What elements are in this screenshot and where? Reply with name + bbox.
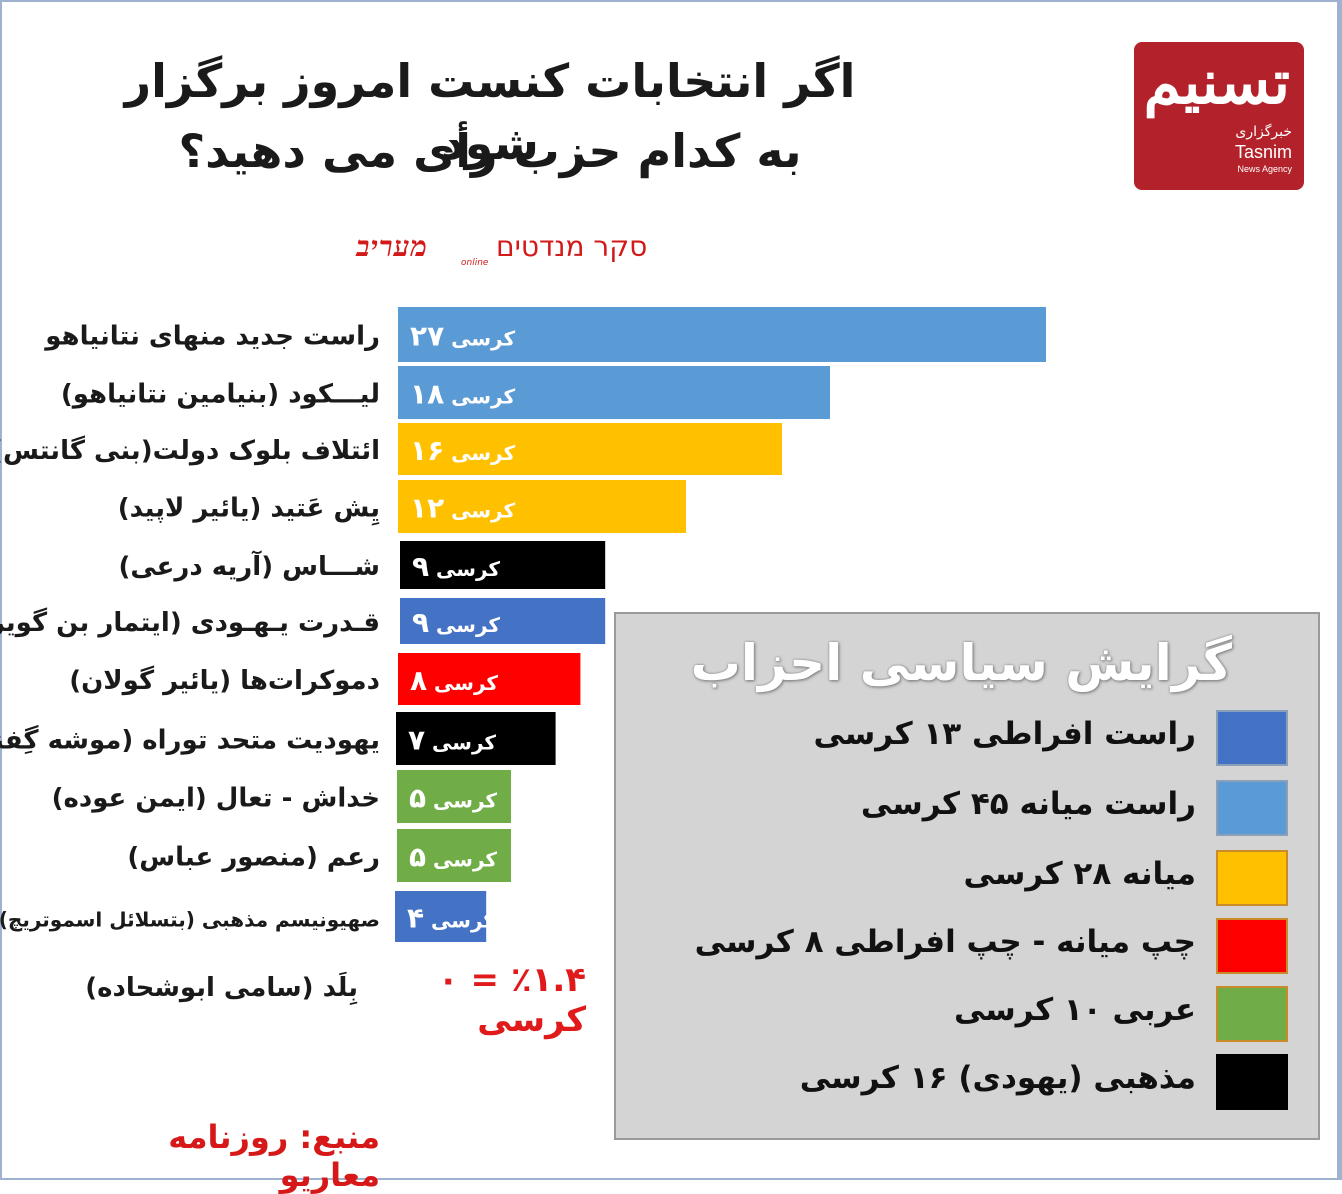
bar-10 — [395, 891, 487, 942]
category-label-9: رعم (منصور عباس) — [127, 843, 380, 873]
legend-label-1: راست میانه ۴۵ کرسی — [860, 786, 1196, 822]
category-label-3: یِش عَتید (یائیر لاپید) — [118, 494, 380, 526]
zero-seat-party-label: بِلَد (سامی ابوشحاده) — [85, 971, 358, 1005]
title-line-1: اگر انتخابات کنست امروز برگزار شود — [124, 54, 856, 170]
legend-swatch-5 — [1216, 1054, 1288, 1110]
legend-item-1: راست میانه ۴۵ کرسی — [728, 780, 1288, 838]
bar-8 — [397, 770, 511, 823]
bar-5 — [400, 598, 606, 644]
legend-title: گرایش سیاسی احزاب — [690, 634, 1232, 692]
bar-0 — [398, 307, 1046, 362]
legend-item-5: مذهبی (یهودی) ۱۶ کرسی — [728, 1054, 1288, 1112]
tasnim-logo-en-sub: News Agency — [1237, 164, 1292, 174]
tasnim-logo-fa: تسنیم — [1143, 48, 1290, 118]
legend-swatch-0 — [1216, 710, 1288, 766]
category-label-10: صهیونیسم مذهبی (بتسلائل اسموتریچ) — [0, 908, 380, 932]
maariv-logo: מעריב — [356, 230, 429, 263]
bar-value-label-3: کرسی ۱۲ — [410, 492, 515, 525]
legend-swatch-2 — [1216, 850, 1288, 906]
bar-value-label-0: کرسی ۲۷ — [410, 320, 515, 353]
bar-value-label-7: کرسی ۷ — [408, 724, 496, 757]
category-label-7: یهودیت متحد توراه (موشه گِفنی) — [0, 725, 380, 756]
legend-swatch-4 — [1216, 986, 1288, 1042]
category-label-2: ائتلاف بلوک دولت(بنی گانتس) — [0, 435, 380, 466]
legend-label-5: مذهبی (یهودی) ۱۶ کرسی — [799, 1060, 1196, 1096]
legend-swatch-1 — [1216, 780, 1288, 836]
tasnim-logo: تسنیم خبرگزاری Tasnim News Agency — [1134, 42, 1304, 190]
category-label-6: دموکرات‌ها (یائیر گولان) — [69, 665, 380, 696]
tasnim-logo-en: Tasnim — [1234, 142, 1292, 162]
source-credit: منبع: روزنامه معاریو — [168, 1118, 380, 1194]
bar-value-label-4: کرسی ۹ — [412, 550, 500, 583]
legend-item-4: عربی ۱۰ کرسی — [728, 986, 1288, 1044]
legend-label-3: چپ میانه - چپ افراطی ۸ کرسی — [694, 924, 1196, 960]
bar-6 — [398, 653, 581, 705]
bar-4 — [400, 541, 606, 589]
title-line-2: به کدام حزب رأی می دهید؟ — [178, 124, 802, 178]
legend-box: گرایش سیاسی احزاب راست افراطی ۱۳ کرسی راس… — [614, 612, 1320, 1140]
bar-value-label-10: کرسی ۴ — [407, 902, 495, 935]
survey-source-logo: סקר מנדטים מעריב online — [356, 228, 648, 268]
survey-label: סקר מנדטים — [496, 230, 648, 263]
legend-item-0: راست افراطی ۱۳ کرسی — [728, 710, 1288, 768]
bar-value-label-5: کرسی ۹ — [412, 606, 500, 639]
category-label-1: لیـــکود (بنیامین نتانیاهو) — [61, 380, 380, 410]
legend-item-2: میانه ۲۸ کرسی — [728, 850, 1288, 908]
category-label-5: قـدرت یـهـودی (ایتمار بن گویر) — [0, 607, 380, 638]
legend-label-2: میانه ۲۸ کرسی — [963, 856, 1196, 892]
bar-value-label-6: کرسی ۸ — [410, 664, 498, 697]
bar-9 — [397, 829, 511, 882]
category-label-0: راست جدید منهای نتانیاهو — [43, 322, 380, 352]
bar-value-label-2: کرسی ۱۶ — [410, 434, 515, 467]
legend-label-4: عربی ۱۰ کرسی — [953, 992, 1196, 1028]
zero-seat-value: ٪۱.۴ = ۰ کرسی — [437, 960, 586, 1040]
bar-value-label-9: کرسی ۵ — [409, 841, 497, 874]
legend-item-3: چپ میانه - چپ افراطی ۸ کرسی — [695, 918, 1288, 976]
tasnim-logo-fa-sub: خبرگزاری — [1235, 124, 1292, 140]
legend-swatch-3 — [1216, 918, 1288, 974]
category-label-4: شـــاس (آریه درعی) — [118, 550, 380, 582]
bar-value-label-8: کرسی ۵ — [409, 782, 497, 815]
maariv-logo-sub: online — [461, 258, 489, 268]
bar-2 — [398, 423, 782, 475]
category-label-8: خداش - تعال (ایمن عوده) — [52, 784, 380, 814]
bar-value-label-1: کرسی ۱۸ — [410, 378, 515, 411]
legend-label-0: راست افراطی ۱۳ کرسی — [813, 716, 1196, 752]
bar-1 — [398, 366, 830, 419]
bar-7 — [396, 712, 556, 765]
bar-3 — [398, 480, 686, 533]
